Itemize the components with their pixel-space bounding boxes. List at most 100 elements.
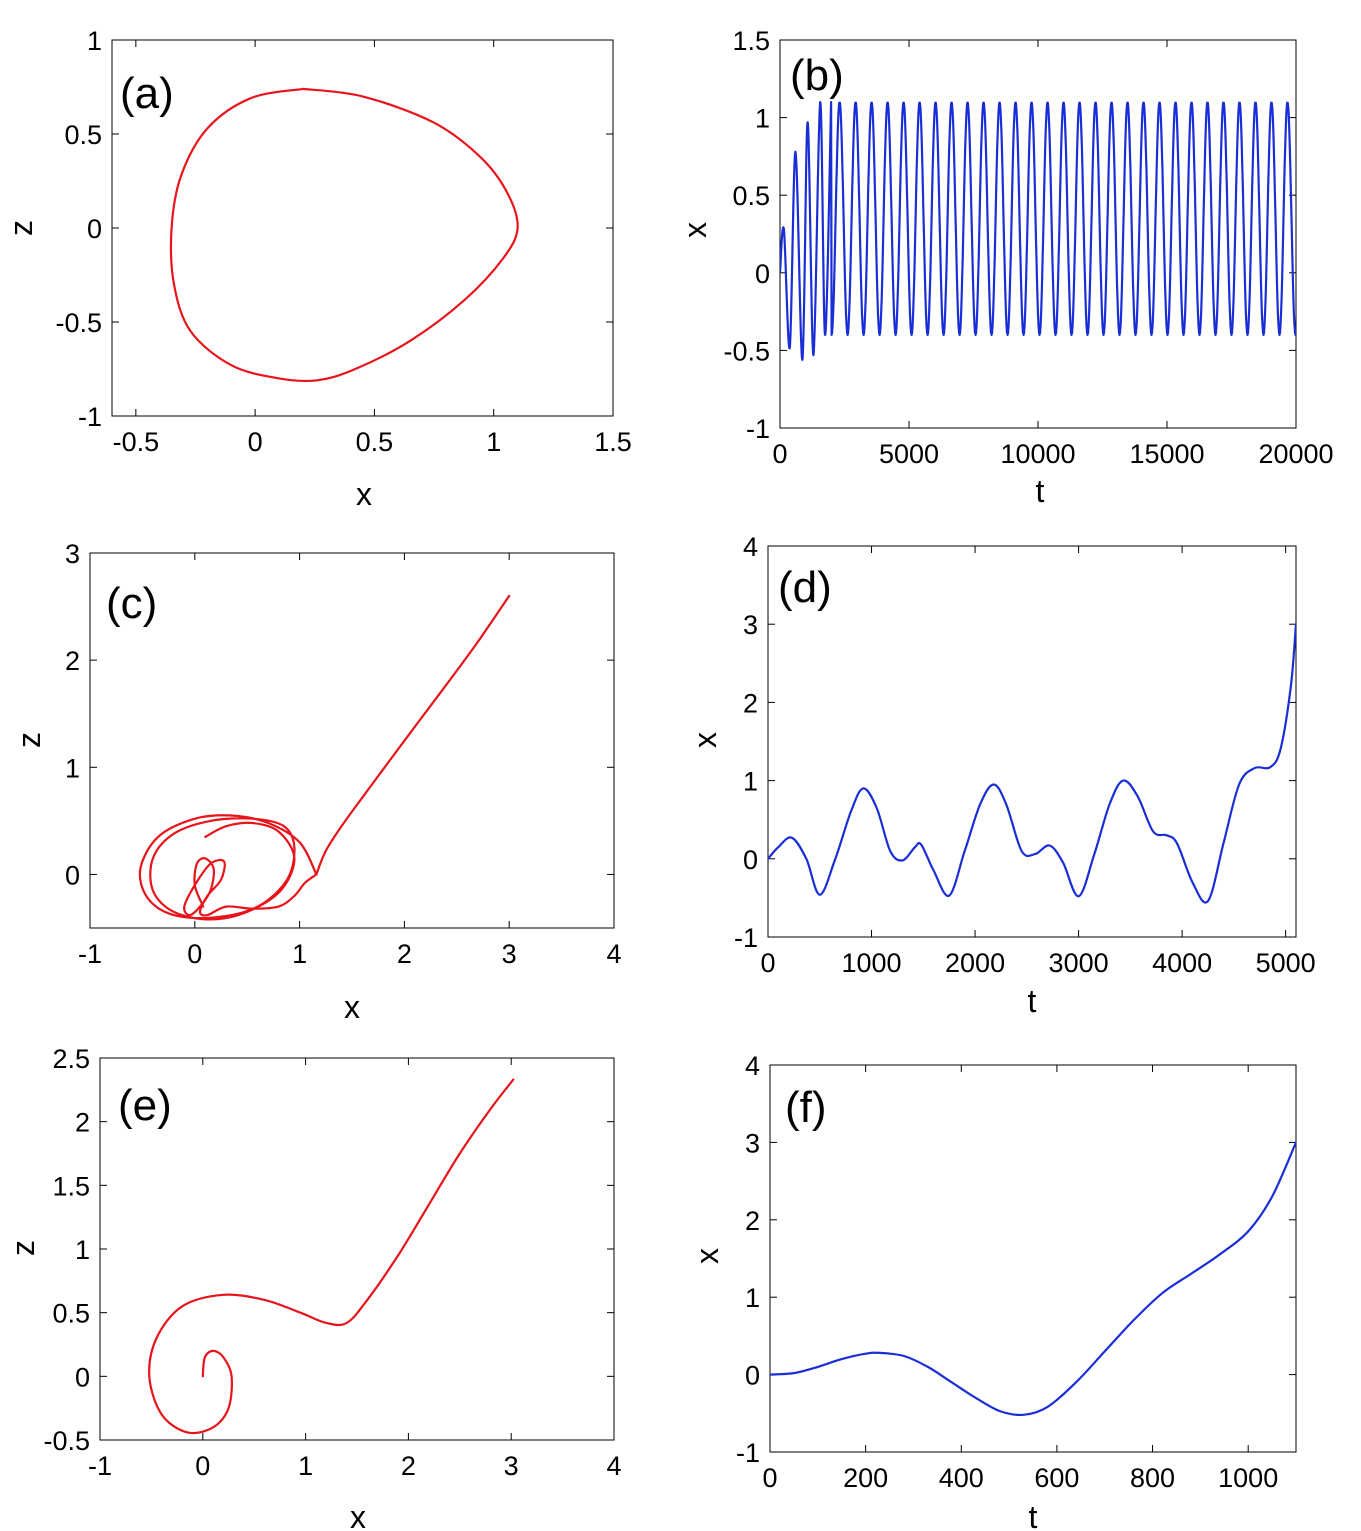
y-tick-label: 2 — [65, 646, 80, 676]
x-tick-label: 20000 — [1258, 439, 1333, 469]
y-tick-label: 1.5 — [52, 1171, 90, 1201]
x-tick-label: 3000 — [1049, 948, 1109, 978]
x-axis-label: x — [356, 476, 372, 512]
y-tick-label: 1 — [743, 767, 758, 797]
x-tick-label: 3 — [502, 939, 517, 969]
y-tick-label: 0.5 — [732, 181, 770, 211]
y-tick-label: 0 — [743, 845, 758, 875]
y-tick-label: 0 — [745, 1361, 760, 1391]
x-tick-label: 4 — [606, 939, 621, 969]
y-tick-label: -1 — [734, 923, 758, 953]
y-tick-label: 0.5 — [52, 1299, 90, 1329]
series-line-d-x(t) — [768, 623, 1296, 904]
x-tick-label: 600 — [1034, 1463, 1079, 1493]
y-axis-label: z — [5, 1240, 41, 1256]
y-tick-label: 2 — [743, 688, 758, 718]
y-tick-label: 0.5 — [64, 120, 102, 150]
plot-frame-f — [769, 1064, 1297, 1453]
y-tick-label: -1 — [78, 402, 102, 432]
y-axis-label: x — [689, 1248, 725, 1264]
x-tick-label: 10000 — [1000, 439, 1075, 469]
y-axis-label: x — [677, 222, 713, 238]
x-axis-label: t — [1028, 983, 1037, 1019]
x-tick-label: -1 — [88, 1451, 112, 1481]
y-tick-label: -0.5 — [43, 1426, 90, 1456]
y-tick-label: 2.5 — [52, 1044, 90, 1074]
plot-frame-c — [89, 552, 615, 929]
x-tick-label: 5000 — [879, 439, 939, 469]
x-tick-label: 0 — [762, 1463, 777, 1493]
x-tick-label: 0 — [772, 439, 787, 469]
y-tick-label: 3 — [745, 1128, 760, 1158]
y-tick-label: 0 — [65, 860, 80, 890]
panel-label: (d) — [778, 563, 832, 612]
y-tick-label: -1 — [736, 1438, 760, 1468]
y-tick-label: -1 — [746, 414, 770, 444]
x-tick-label: 0 — [195, 1451, 210, 1481]
x-axis-label: x — [350, 1499, 366, 1531]
x-tick-label: 1 — [298, 1451, 313, 1481]
x-axis-label: x — [344, 989, 360, 1025]
y-axis-label: z — [11, 732, 47, 748]
x-tick-label: 4 — [606, 1451, 621, 1481]
y-tick-label: 1 — [745, 1283, 760, 1313]
plot-frame-e — [99, 1057, 615, 1441]
y-tick-label: 2 — [75, 1108, 90, 1138]
x-tick-label: 5000 — [1256, 948, 1316, 978]
x-tick-label: 1 — [292, 939, 307, 969]
panel-b: 0 5000 10000 15000 20000 -1 -0.5 0 0.5 1 1.5 t x (b) — [677, 26, 1334, 509]
plot-frame-d — [767, 545, 1297, 938]
y-axis-label: z — [3, 220, 39, 236]
y-tick-label: 3 — [65, 539, 80, 569]
x-tick-label: 2 — [401, 1451, 416, 1481]
x-tick-label: 200 — [843, 1463, 888, 1493]
y-tick-label: 1 — [87, 26, 102, 56]
series-line-c-inner-loops — [183, 857, 318, 917]
y-axis-label: x — [687, 732, 723, 748]
panel-label: (f) — [785, 1083, 827, 1132]
x-tick-label: 3 — [504, 1451, 519, 1481]
panel-label: (e) — [118, 1081, 172, 1130]
y-tick-label: 3 — [743, 610, 758, 640]
y-tick-label: 2 — [745, 1206, 760, 1236]
series-line-c-escape — [315, 594, 511, 876]
series-line-f-x(t) — [770, 1141, 1296, 1417]
x-tick-label: 2000 — [945, 948, 1005, 978]
y-tick-label: 0 — [75, 1362, 90, 1392]
y-tick-label: 4 — [743, 532, 758, 562]
panel-label: (a) — [120, 69, 174, 118]
y-tick-label: 1.5 — [732, 26, 770, 56]
x-axis-label: t — [1029, 1499, 1038, 1531]
x-tick-label: 2 — [397, 939, 412, 969]
x-tick-label: 1 — [486, 427, 501, 457]
series-line-a-trajectory — [169, 87, 519, 383]
panel-label: (b) — [790, 51, 844, 100]
y-tick-label: 1 — [75, 1235, 90, 1265]
panel-label: (c) — [106, 579, 157, 628]
x-tick-label: 1000 — [1218, 1463, 1278, 1493]
y-tick-label: 1 — [65, 753, 80, 783]
x-tick-label: -1 — [78, 939, 102, 969]
x-tick-label: 4000 — [1152, 948, 1212, 978]
x-tick-label: 0 — [248, 427, 263, 457]
series-line-c-outer-loops — [138, 814, 318, 921]
y-tick-label: 0 — [87, 214, 102, 244]
x-tick-label: 800 — [1130, 1463, 1175, 1493]
panel-c: -1 0 1 2 3 4 0 1 2 3 x z (c) — [11, 539, 622, 1025]
y-tick-label: -0.5 — [55, 308, 102, 338]
x-tick-label: 1000 — [841, 948, 901, 978]
x-tick-label: 400 — [939, 1463, 984, 1493]
y-tick-label: 4 — [745, 1051, 760, 1081]
x-axis-label: t — [1036, 473, 1045, 509]
y-tick-label: -0.5 — [723, 336, 770, 366]
x-tick-label: 0 — [187, 939, 202, 969]
x-tick-label: 0.5 — [356, 427, 394, 457]
x-tick-label: 1.5 — [594, 427, 632, 457]
x-tick-label: 0 — [760, 948, 775, 978]
x-tick-label: 15000 — [1129, 439, 1204, 469]
panel-e: -1 0 1 2 3 4 -0.5 0 0.5 1 1.5 2 2.5 x z (e) — [5, 1044, 622, 1531]
panel-a: -0.5 0 0.5 1 1.5 -1 -0.5 0 0.5 1 x z (a) — [3, 26, 632, 512]
